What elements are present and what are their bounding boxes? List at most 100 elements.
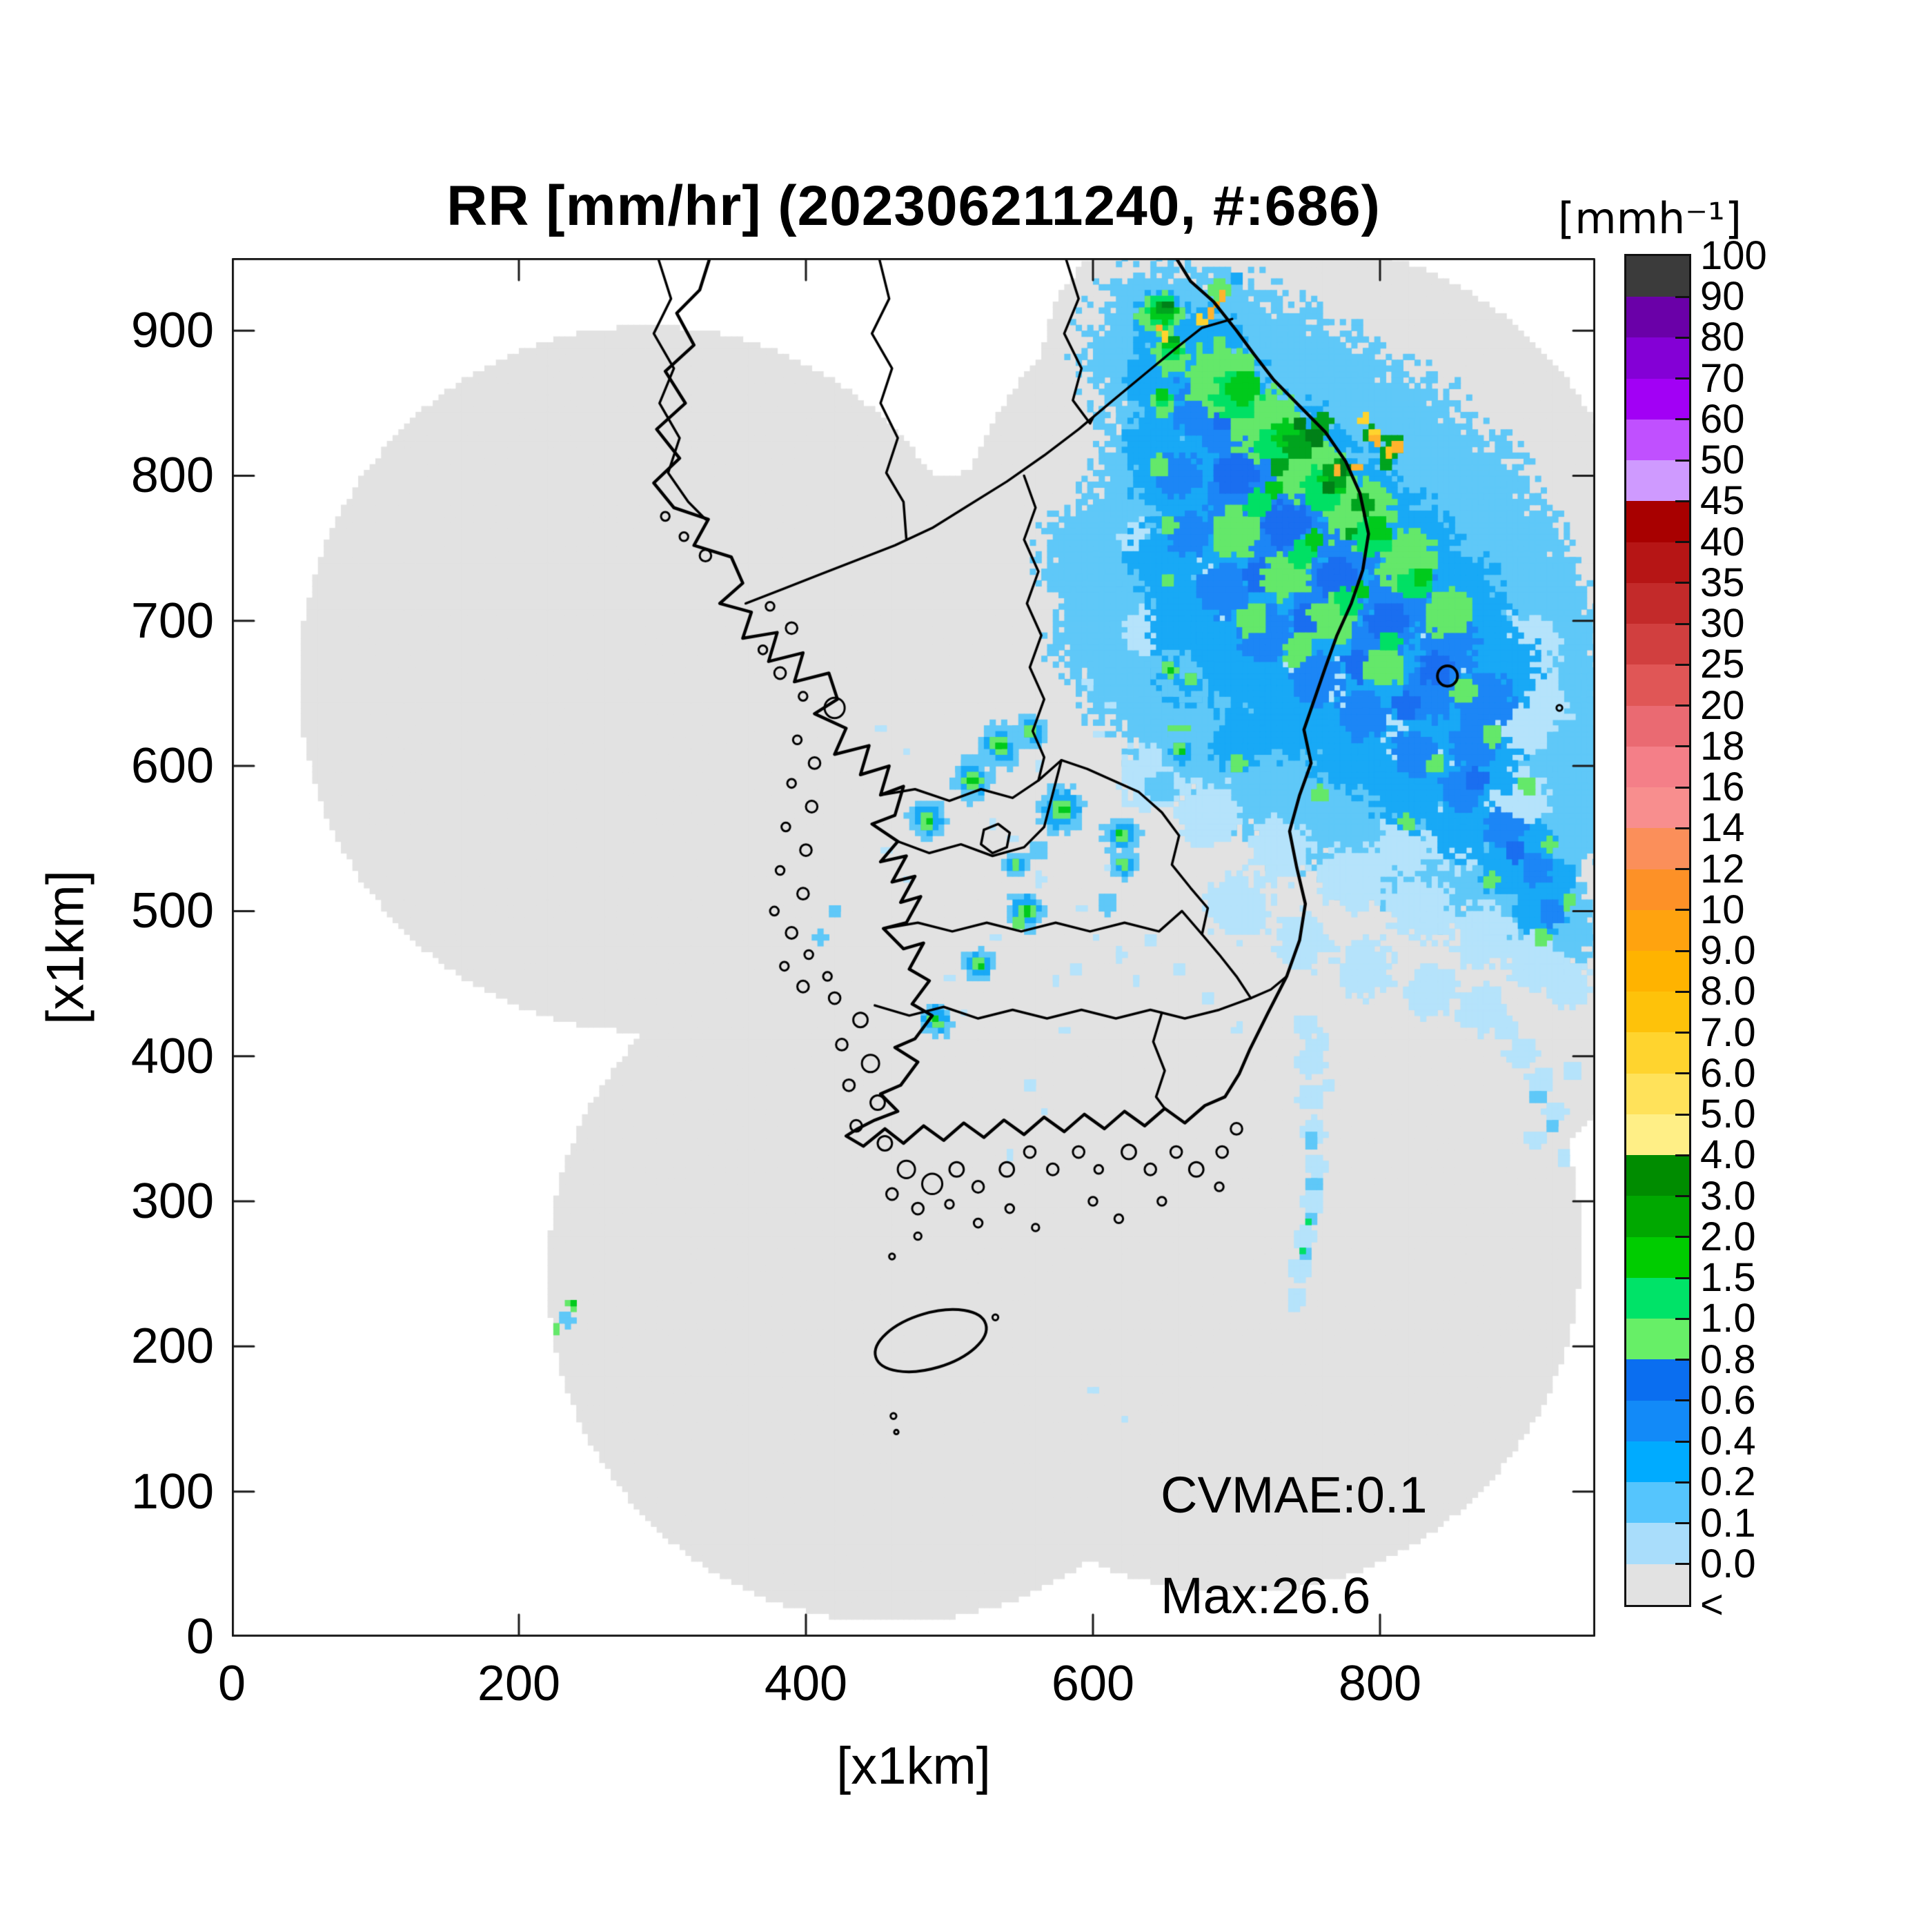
- y-tick-label: 300: [130, 1174, 214, 1230]
- colorbar-tick: [1675, 704, 1689, 707]
- colorbar-tick-label: 6.0: [1700, 1050, 1756, 1096]
- colorbar-tick: [1675, 1154, 1689, 1156]
- colorbar-tick: [1675, 1317, 1689, 1320]
- colorbar-segment: [1626, 909, 1689, 951]
- colorbar-tick-label: 0.6: [1700, 1377, 1756, 1423]
- colorbar-tick-label: 45: [1700, 478, 1745, 524]
- colorbar-segment: [1626, 828, 1689, 869]
- colorbar-tick-label: 70: [1700, 355, 1745, 401]
- colorbar-tick-label: 14: [1700, 805, 1745, 851]
- colorbar-segment: [1626, 1073, 1689, 1114]
- colorbar-tick-label: 1.0: [1700, 1296, 1756, 1341]
- cvmae-annotation: CVMAE:0.1: [1161, 1466, 1428, 1524]
- colorbar-segment: [1626, 297, 1689, 338]
- colorbar-tick-label: 1.5: [1700, 1255, 1756, 1301]
- colorbar-segment: [1626, 869, 1689, 910]
- colorbar-tick: [1675, 1359, 1689, 1361]
- colorbar-tick-label: 8.0: [1700, 969, 1756, 1014]
- colorbar-segment: [1626, 1441, 1689, 1483]
- colorbar-tick-label: 16: [1700, 765, 1745, 810]
- colorbar-tick-label: 50: [1700, 437, 1745, 483]
- colorbar-segment: [1626, 950, 1689, 992]
- colorbar-tick: [1675, 1481, 1689, 1483]
- colorbar-tick-label: 5.0: [1700, 1092, 1756, 1137]
- y-tick-label: 900: [130, 303, 214, 359]
- colorbar-segment: [1626, 1482, 1689, 1524]
- colorbar-tick: [1675, 745, 1689, 748]
- colorbar-tick: [1675, 1113, 1689, 1116]
- x-tick-label: 200: [477, 1656, 561, 1711]
- colorbar-tick: [1675, 582, 1689, 584]
- colorbar-segment: [1626, 1155, 1689, 1196]
- colorbar-tick-label: 3.0: [1700, 1173, 1756, 1219]
- colorbar-tick-label: 10: [1700, 887, 1745, 932]
- colorbar-tick: [1675, 786, 1689, 789]
- colorbar-segment: [1626, 1564, 1689, 1605]
- colorbar-segment: [1626, 582, 1689, 624]
- colorbar-segment: [1626, 787, 1689, 829]
- colorbar-segment: [1626, 1032, 1689, 1074]
- colorbar-tick-label: 35: [1700, 560, 1745, 605]
- y-tick-label: 500: [130, 883, 214, 939]
- colorbar-segment: [1626, 1236, 1689, 1278]
- colorbar-segment: [1626, 1359, 1689, 1401]
- colorbar-segment: [1626, 746, 1689, 788]
- max-annotation: Max:26.6: [1161, 1567, 1371, 1624]
- colorbar-tick: [1675, 418, 1689, 421]
- colorbar-tick: [1675, 909, 1689, 911]
- colorbar-segment: [1626, 1319, 1689, 1360]
- colorbar-tick: [1675, 1072, 1689, 1075]
- y-tick-label: 0: [186, 1609, 214, 1664]
- colorbar-tick-label: 18: [1700, 723, 1745, 769]
- colorbar-tick: [1675, 1563, 1689, 1566]
- colorbar-tick-label: 2.0: [1700, 1214, 1756, 1259]
- colorbar-tick: [1675, 1440, 1689, 1443]
- colorbar-tick-label: 7.0: [1700, 1009, 1756, 1055]
- colorbar-tick: [1675, 500, 1689, 502]
- colorbar-segment: [1626, 542, 1689, 583]
- colorbar-tick: [1675, 295, 1689, 298]
- colorbar-segment: [1626, 992, 1689, 1033]
- colorbar-tick-label: 80: [1700, 315, 1745, 360]
- colorbar-tick-label: 20: [1700, 682, 1745, 728]
- colorbar-tick: [1675, 1032, 1689, 1034]
- x-tick-label: 600: [1051, 1656, 1135, 1711]
- colorbar-tick-label: 40: [1700, 519, 1745, 564]
- y-tick-label: 600: [130, 738, 214, 794]
- radar-map-canvas: [232, 258, 1595, 1637]
- colorbar-tick: [1675, 949, 1689, 952]
- colorbar-segment: [1626, 501, 1689, 542]
- x-axis-label: [x1km]: [836, 1737, 991, 1795]
- colorbar: [1624, 254, 1691, 1607]
- colorbar-tick-label: 0.8: [1700, 1337, 1756, 1382]
- colorbar-tick-label: 90: [1700, 274, 1745, 319]
- colorbar-segment: [1626, 378, 1689, 420]
- colorbar-segment: [1626, 664, 1689, 706]
- colorbar-tick: [1675, 1276, 1689, 1279]
- colorbar-segment: [1626, 1196, 1689, 1237]
- plot-title: RR [mm/hr] (202306211240, #:686): [446, 175, 1381, 237]
- y-tick-label: 200: [130, 1319, 214, 1374]
- colorbar-tick-label: 25: [1700, 642, 1745, 687]
- x-tick-label: 800: [1338, 1656, 1422, 1711]
- colorbar-tick: [1675, 868, 1689, 871]
- colorbar-segment: [1626, 256, 1689, 297]
- colorbar-tick: [1675, 622, 1689, 625]
- colorbar-segment: [1626, 460, 1689, 502]
- colorbar-tick-label: 0.2: [1700, 1459, 1756, 1505]
- colorbar-tick: [1675, 827, 1689, 829]
- y-tick-label: 100: [130, 1463, 214, 1519]
- colorbar-tick-label: 9.0: [1700, 928, 1756, 974]
- colorbar-tick: [1675, 377, 1689, 380]
- colorbar-tick: [1675, 541, 1689, 544]
- colorbar-tick-label: <: [1700, 1582, 1724, 1627]
- y-tick-label: 700: [130, 593, 214, 649]
- colorbar-tick-label: 60: [1700, 396, 1745, 442]
- colorbar-tick: [1675, 336, 1689, 339]
- colorbar-segment: [1626, 337, 1689, 379]
- colorbar-unit-label: [mmh⁻¹]: [1558, 193, 1742, 244]
- colorbar-segment: [1626, 1277, 1689, 1319]
- colorbar-tick: [1675, 1522, 1689, 1524]
- colorbar-tick-label: 0.1: [1700, 1500, 1756, 1546]
